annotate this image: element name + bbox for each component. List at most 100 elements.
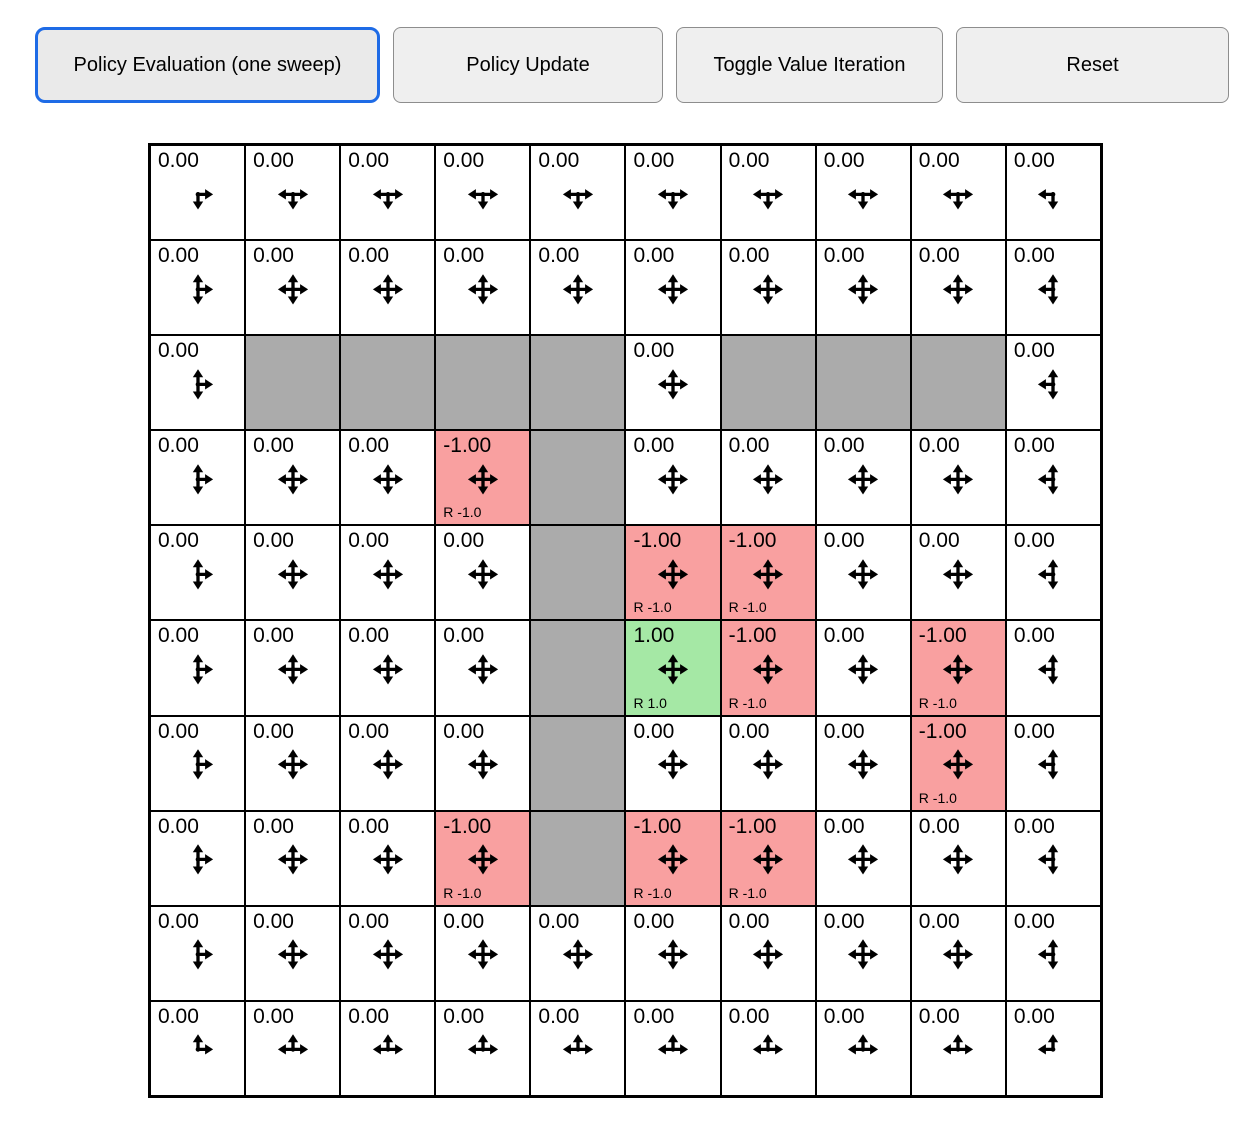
policy-arrows-icon <box>753 464 784 495</box>
cell-value: 0.00 <box>823 149 865 172</box>
policy-arrows-icon <box>372 559 403 590</box>
grid-cell: -1.00 R -1.0 <box>625 810 721 906</box>
grid-cell: 0.00 <box>815 620 911 716</box>
cell-value: 0.00 <box>538 1004 580 1028</box>
policy-arrows-icon <box>192 559 213 590</box>
cell-value: 1.00 <box>633 624 675 648</box>
policy-arrows-icon <box>192 464 213 495</box>
wall-cell <box>435 335 531 431</box>
cell-value: 0.00 <box>633 339 675 363</box>
policy-arrows-icon <box>277 749 308 780</box>
cell-value: 0.00 <box>823 624 865 648</box>
grid-cell: 0.00 <box>245 715 341 811</box>
policy-arrows-icon <box>277 559 308 590</box>
grid-cell: 0.00 <box>625 1000 721 1096</box>
grid-cell: 0.00 <box>625 145 721 241</box>
policy-arrows-icon <box>192 844 213 875</box>
grid-cell: -1.00 R -1.0 <box>720 525 816 621</box>
policy-arrows-icon <box>753 749 784 780</box>
cell-value: 0.00 <box>443 1004 485 1028</box>
grid-cell: 0.00 <box>340 810 436 906</box>
cell-value: 0.00 <box>253 624 294 648</box>
cell-value: 0.00 <box>158 529 199 553</box>
policy-arrows-icon <box>657 368 689 400</box>
grid-cell: 0.00 <box>1005 715 1101 811</box>
grid-cell: 0.00 <box>150 525 246 621</box>
cell-value: 0.00 <box>538 909 580 933</box>
policy-arrows-icon <box>1038 464 1059 495</box>
grid-cell: 0.00 <box>245 1000 341 1096</box>
grid-cell: 1.00 R 1.0 <box>625 620 721 716</box>
policy-arrows-icon <box>562 273 594 305</box>
cell-value: 0.00 <box>823 244 865 268</box>
grid-cell: 0.00 <box>625 430 721 526</box>
reset-button[interactable]: Reset <box>956 27 1229 103</box>
cell-value: 0.00 <box>728 719 770 743</box>
cell-value: 0.00 <box>158 244 199 268</box>
policy-arrows-icon <box>372 1034 403 1055</box>
policy-arrows-icon <box>277 464 308 495</box>
grid-cell: 0.00 <box>910 240 1006 336</box>
grid-cell: 0.00 <box>910 905 1006 1001</box>
cell-reward: R -1.0 <box>728 599 767 616</box>
policy-arrows-icon <box>848 844 879 875</box>
cell-value: 0.00 <box>1013 1004 1055 1028</box>
cell-value: 0.00 <box>918 149 960 172</box>
grid-cell: 0.00 <box>815 810 911 906</box>
cell-value: 0.00 <box>823 1004 865 1028</box>
policy-arrows-icon <box>1038 273 1059 305</box>
grid-cell: -1.00 R -1.0 <box>435 430 531 526</box>
cell-value: 0.00 <box>443 909 485 933</box>
policy-arrows-icon <box>467 188 498 210</box>
policy-arrows-icon <box>192 939 213 970</box>
cell-value: 0.00 <box>633 1004 675 1028</box>
cell-value: 0.00 <box>1013 434 1055 458</box>
cell-value: 0.00 <box>633 909 675 933</box>
grid-cell: 0.00 <box>910 145 1006 241</box>
policy-arrows-icon <box>277 1034 308 1055</box>
cell-reward: R -1.0 <box>633 599 672 616</box>
policy-arrows-icon <box>467 273 498 305</box>
cell-value: 0.00 <box>348 244 390 268</box>
policy-arrows-icon <box>372 749 403 780</box>
policy-arrows-icon <box>277 939 308 970</box>
cell-value: -1.00 <box>443 814 492 838</box>
grid-cell: 0.00 <box>150 810 246 906</box>
policy-arrows-icon <box>1038 559 1059 590</box>
grid-cell: 0.00 <box>815 715 911 811</box>
policy-arrows-icon <box>467 559 498 590</box>
cell-value: 0.00 <box>348 624 390 648</box>
policy-arrows-icon <box>562 1034 594 1055</box>
cell-value: 0.00 <box>443 719 485 743</box>
policy-evaluation-button[interactable]: Policy Evaluation (one sweep) <box>35 27 380 103</box>
grid-cell: 0.00 <box>815 1000 911 1096</box>
policy-update-button[interactable]: Policy Update <box>393 27 663 103</box>
policy-arrows-icon <box>372 188 403 210</box>
policy-arrows-icon <box>848 559 879 590</box>
cell-value: 0.00 <box>918 1004 960 1028</box>
grid-cell: 0.00 <box>625 905 721 1001</box>
policy-arrows-icon <box>753 273 784 305</box>
cell-value: 0.00 <box>728 434 770 458</box>
grid-cell: 0.00 <box>340 430 436 526</box>
cell-reward: R -1.0 <box>443 504 482 521</box>
grid-cell: 0.00 <box>815 905 911 1001</box>
grid-cell: 0.00 <box>245 810 341 906</box>
grid-cell: 0.00 <box>435 905 531 1001</box>
policy-arrows-icon <box>943 273 974 305</box>
toggle-value-iteration-button[interactable]: Toggle Value Iteration <box>676 27 943 103</box>
policy-arrows-icon <box>1038 1034 1059 1055</box>
cell-value: 0.00 <box>633 149 675 172</box>
grid-cell: 0.00 <box>1005 240 1101 336</box>
cell-reward: R -1.0 <box>918 789 957 806</box>
wall-cell <box>720 335 816 431</box>
cell-value: 0.00 <box>728 909 770 933</box>
policy-arrows-icon <box>657 273 689 305</box>
grid-cell: 0.00 <box>530 1000 626 1096</box>
grid-cell: 0.00 <box>910 430 1006 526</box>
grid-cell: 0.00 <box>720 715 816 811</box>
cell-value: 0.00 <box>823 719 865 743</box>
grid-cell: 0.00 <box>910 810 1006 906</box>
policy-arrows-icon <box>277 273 308 305</box>
policy-arrows-icon <box>192 1034 213 1055</box>
